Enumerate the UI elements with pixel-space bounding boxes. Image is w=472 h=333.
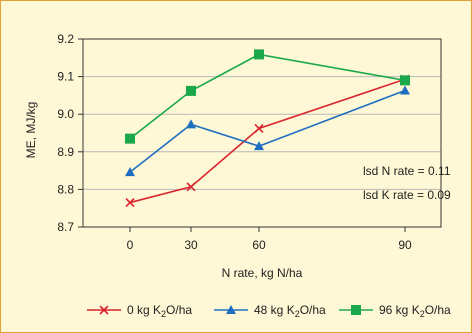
legend: 0 kg K2O/ha 48 kg K2O/ha 96 kg K2O/ha	[87, 303, 451, 319]
series-1-point-3	[400, 85, 410, 95]
y-tick-label-1: 8.8	[57, 182, 74, 196]
x-tick-label-2: 60	[252, 238, 266, 252]
y-tick-label-2: 8.9	[57, 145, 74, 159]
series-0-point-0	[125, 197, 135, 208]
series-group	[125, 49, 410, 208]
series-2-point-3	[400, 75, 410, 86]
series-2-point-0	[125, 133, 135, 144]
legend-label-0: 0 kg K2O/ha	[127, 303, 192, 319]
x-tick-label-1: 30	[184, 238, 198, 252]
legend-marker-0	[99, 305, 109, 315]
legend-label-main-1: 48 kg K	[254, 303, 295, 317]
series-2-point-2	[254, 49, 264, 60]
x-axis-label: N rate, kg N/ha	[222, 266, 303, 280]
series-2-point-1	[186, 85, 196, 96]
series-line-1	[129, 89, 406, 173]
series-0-point-0-b	[125, 197, 135, 208]
series-0-point-2-b	[254, 123, 264, 134]
series-1-point-0	[125, 167, 135, 177]
plot-area	[82, 38, 442, 228]
legend-label-sub-1: 2	[295, 309, 300, 319]
legend-label-tail-1: O/ha	[300, 303, 326, 317]
x-axis: 0 30 60 90	[127, 227, 412, 252]
y-tick-label-3: 9.0	[57, 107, 74, 121]
y-tick-label-5: 9.2	[57, 32, 74, 46]
series-0-point-1-b	[186, 182, 196, 192]
annotation-lsd-n: lsd N rate = 0.11	[363, 164, 451, 178]
legend-marker-0-b	[99, 305, 109, 315]
legend-label-tail-2: O/ha	[425, 303, 451, 317]
x-tick-label-0: 0	[127, 238, 134, 252]
legend-label-2: 96 kg K2O/ha	[379, 303, 451, 319]
legend-marker-2	[351, 305, 361, 315]
legend-label-main-2: 96 kg K	[379, 303, 420, 317]
series-0-point-1	[186, 182, 196, 192]
annotation-lsd-k: lsd K rate = 0.09	[363, 188, 451, 202]
y-tick-label-4: 9.1	[57, 70, 74, 84]
legend-label-1: 48 kg K2O/ha	[254, 303, 326, 319]
series-line-0	[129, 78, 406, 204]
series-0-point-2	[254, 123, 264, 134]
series-1-point-2	[254, 141, 264, 151]
legend-label-tail-0: O/ha	[166, 303, 192, 317]
series-1-point-1	[186, 119, 196, 129]
legend-marker-1	[226, 305, 236, 314]
y-axis-label: ME, MJ/kg	[24, 102, 38, 159]
y-axis: 8.7 8.8 8.9 9.0 9.1 9.2	[57, 32, 83, 234]
legend-label-main-0: 0 kg K	[127, 303, 161, 317]
legend-label-sub-0: 2	[161, 309, 166, 319]
x-tick-label-3: 90	[398, 238, 412, 252]
series-line-2	[129, 53, 406, 140]
legend-label-sub-2: 2	[420, 309, 425, 319]
y-tick-label-0: 8.7	[57, 220, 74, 234]
